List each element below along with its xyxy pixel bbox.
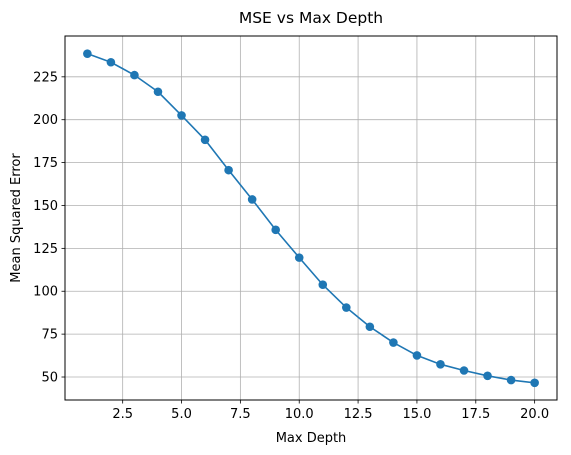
data-point [530,378,539,388]
data-point [83,49,92,58]
plot-frame [64,35,558,401]
y-tick-label: 175 [33,156,58,171]
x-axis-ticks: 2.5 5.0 7.5 10.0 12.5 15.0 17.5 20.0 [112,400,549,422]
x-tick-label: 5.0 [171,407,192,422]
y-tick-label: 200 [33,113,58,128]
data-point [436,360,445,369]
data-point [318,280,328,290]
data-point [459,366,469,375]
y-tick-label: 125 [33,242,58,257]
data-point [247,195,257,204]
data-point [224,165,233,175]
chart-title: MSE vs Max Depth [239,9,383,27]
y-tick-label: 75 [41,328,58,343]
series-marker-layer [83,49,539,388]
x-tick-label: 12.5 [344,407,373,422]
data-point [506,375,516,385]
y-tick-label: 50 [41,371,58,386]
data-point [153,87,163,97]
y-tick-label: 150 [33,199,58,214]
data-point [365,322,375,332]
series-line-layer [87,52,535,384]
data-point [177,111,186,120]
x-axis-label: Max Depth [276,431,347,446]
data-point [130,70,139,80]
x-tick-label: 15.0 [402,407,431,422]
data-point [106,57,116,67]
data-point [294,253,304,262]
data-point [483,371,492,381]
y-tick-label: 225 [33,70,58,85]
y-tick-label: 100 [33,285,58,300]
series-line [87,52,535,384]
data-point [342,303,351,312]
data-point [200,135,210,145]
y-axis-ticks: 50 75 100 125 150 175 200 225 [33,70,65,386]
x-tick-label: 2.5 [112,407,133,422]
x-tick-label: 7.5 [230,407,251,422]
x-tick-label: 20.0 [520,407,549,422]
data-point [389,338,398,347]
y-axis-label: Mean Squared Error [9,153,24,283]
grid [65,36,557,400]
data-point [412,351,422,360]
data-point [271,225,280,235]
x-tick-label: 17.5 [461,407,490,422]
x-tick-label: 10.0 [285,407,314,422]
